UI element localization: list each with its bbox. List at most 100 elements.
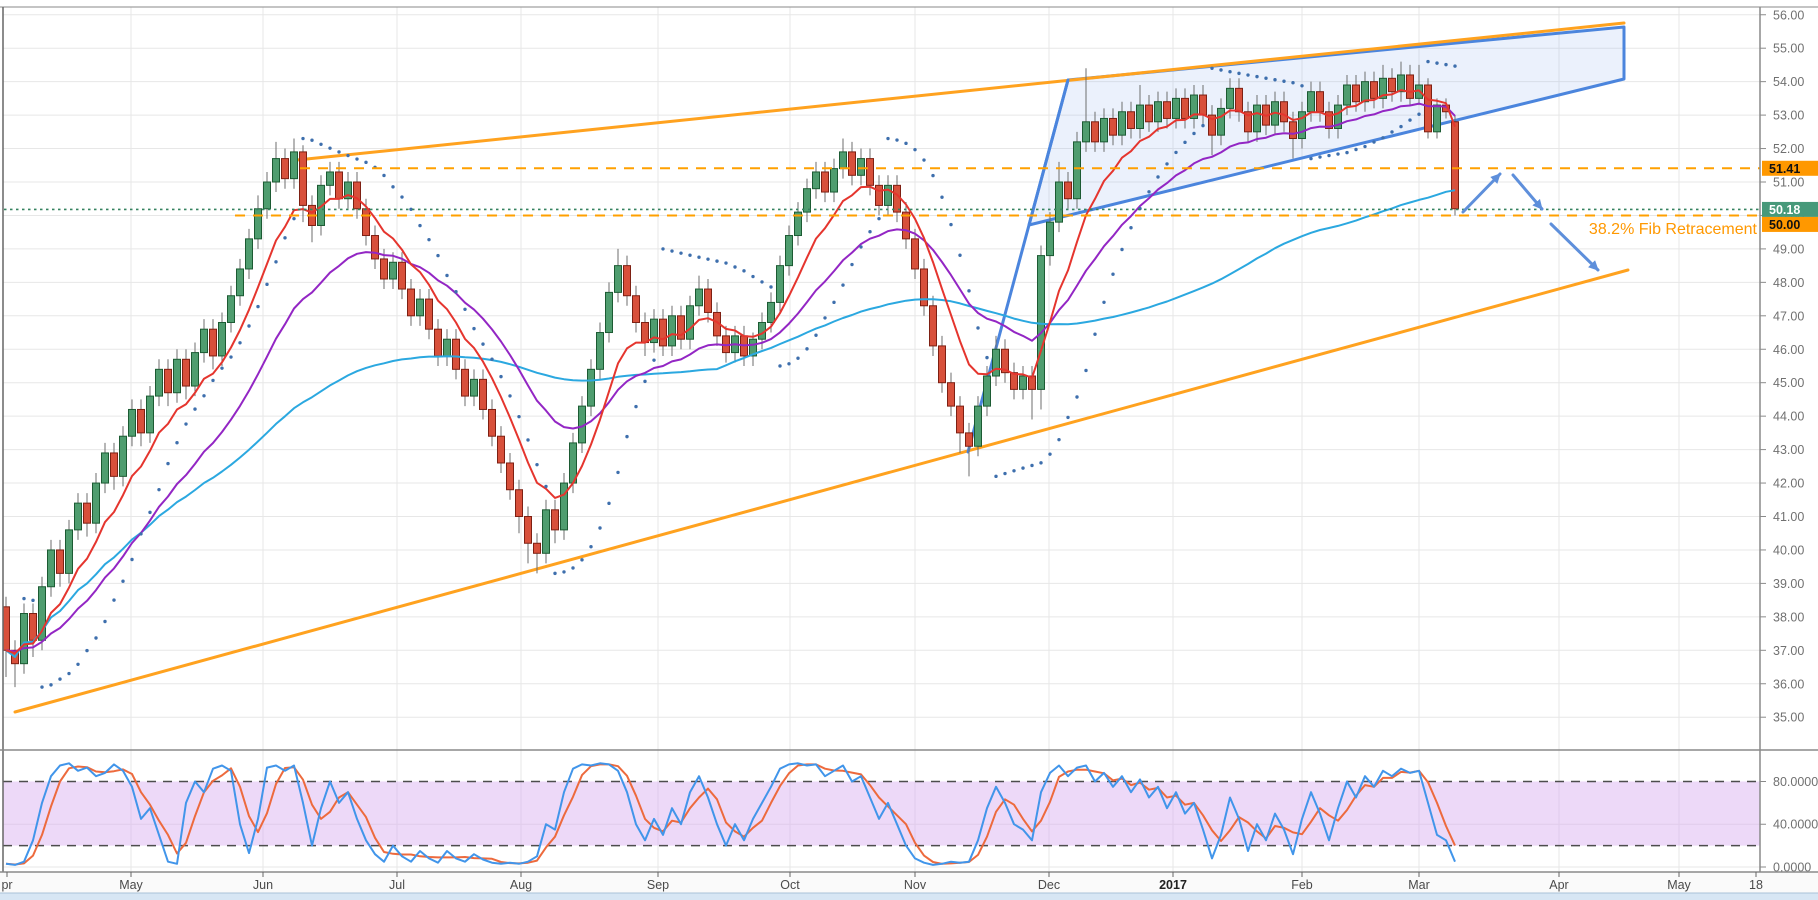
candle-bullish [1136,104,1144,129]
time-tick-label[interactable]: 2017 [1159,878,1187,892]
candle-bearish [110,452,118,477]
time-tick-label[interactable]: Mar [1408,878,1430,892]
sar-dot [1426,59,1430,64]
price-badge [1762,216,1818,232]
time-tick-label[interactable]: Sep [647,878,669,892]
candle-bullish [1055,181,1063,223]
candle-bearish [659,318,667,347]
sar-dot [922,158,926,162]
sar-dot [1003,471,1007,476]
sar-dot [31,598,35,603]
candle-bearish [1325,111,1333,129]
price-tick-label: 37.00 [1773,644,1804,658]
sar-dot [643,379,647,384]
sar-dot [283,236,287,240]
projection-arrows[interactable] [1461,172,1600,272]
candle-bullish [101,452,109,484]
projection-arrow[interactable] [1461,172,1502,214]
time-tick-label[interactable]: Aug [510,878,532,892]
sar-dot [436,253,440,258]
projection-arrow[interactable] [1511,173,1544,211]
sar-dot [904,141,908,146]
sar-dot [1327,153,1331,158]
sar-dot [184,422,188,426]
horizontal-price-lines[interactable] [4,167,1760,217]
time-tick-label[interactable]: Apr [1549,878,1568,892]
candle-bullish [785,235,793,267]
candle-bearish [182,358,190,387]
candle-bearish [1145,104,1153,123]
time-tick-label[interactable]: Feb [1291,878,1313,892]
candle-bearish [1424,84,1432,133]
sar-dot [1291,81,1295,85]
candle-bearish [281,158,289,180]
time-tick-label[interactable]: May [119,878,143,892]
sar-dot [337,150,341,154]
candle-bullish [1019,375,1027,390]
sar-dot [553,571,557,576]
candle-bullish [1334,104,1342,129]
trend-annotations[interactable] [13,21,1630,714]
sar-dot [1336,152,1340,156]
candle-bullish [272,158,280,183]
sar-dot [949,222,953,227]
sar-dot [958,253,962,257]
sar-dot [148,510,152,515]
candle-bullish [686,305,694,340]
sar-dot [1039,461,1043,465]
time-tick-label[interactable]: Dec [1038,878,1060,892]
time-axis-strip [0,872,1818,893]
lower-channel-line[interactable] [13,268,1630,714]
candle-bearish [299,151,307,206]
sar-dot [976,326,980,330]
sar-dot [1345,150,1349,155]
sar-dot [544,484,548,489]
candle-bearish [551,509,559,531]
candle-bullish [119,435,127,477]
sar-dot [652,358,656,362]
time-tick-label[interactable]: Jun [253,878,273,892]
candle-bearish [965,432,973,447]
candle-bearish [1235,87,1243,113]
price-axis-background [1761,7,1818,872]
time-tick-label[interactable]: 18 [1749,878,1763,892]
sar-dot [229,355,233,359]
time-tick-label[interactable]: May [1667,878,1691,892]
sar-dot [67,671,71,676]
price-tick-label: 36.00 [1773,677,1804,691]
fib-retracement-label[interactable]: 38.2% Fib Retracement [1589,221,1758,238]
sar-dot [454,290,458,294]
candle-bullish [236,268,244,297]
time-tick-label[interactable]: pr [1,878,12,892]
sar-dot [310,138,314,142]
candle-bearish [1352,84,1360,103]
candle-bearish [335,171,343,200]
projection-arrow[interactable] [1549,222,1600,272]
time-tick-label[interactable]: Nov [904,878,927,892]
candle-bearish [1127,111,1135,129]
sar-dot [1246,73,1250,77]
sar-dot [346,153,350,158]
upper-channel-line[interactable] [295,21,1626,162]
sar-dot [175,441,179,445]
sar-dot [940,195,944,199]
sar-dot [85,648,89,653]
candle-bearish [821,171,829,193]
oscillator-tick-label: 0.0000 [1773,861,1811,875]
sar-dot [778,364,782,368]
time-tick-label[interactable]: Jul [389,878,405,892]
candle-bearish [1244,111,1252,133]
candle-bullish [1118,111,1126,136]
time-tick-label[interactable]: Oct [780,878,800,892]
ma-line-slow [5,102,1456,653]
sar-dot [832,300,836,305]
sar-dot [814,333,818,337]
candle-bearish [425,298,433,330]
candle-bearish [362,208,370,237]
sar-dot [1390,130,1394,134]
candle-bearish [1280,101,1288,123]
sar-dot [1030,463,1034,468]
candle-bearish [704,288,712,313]
